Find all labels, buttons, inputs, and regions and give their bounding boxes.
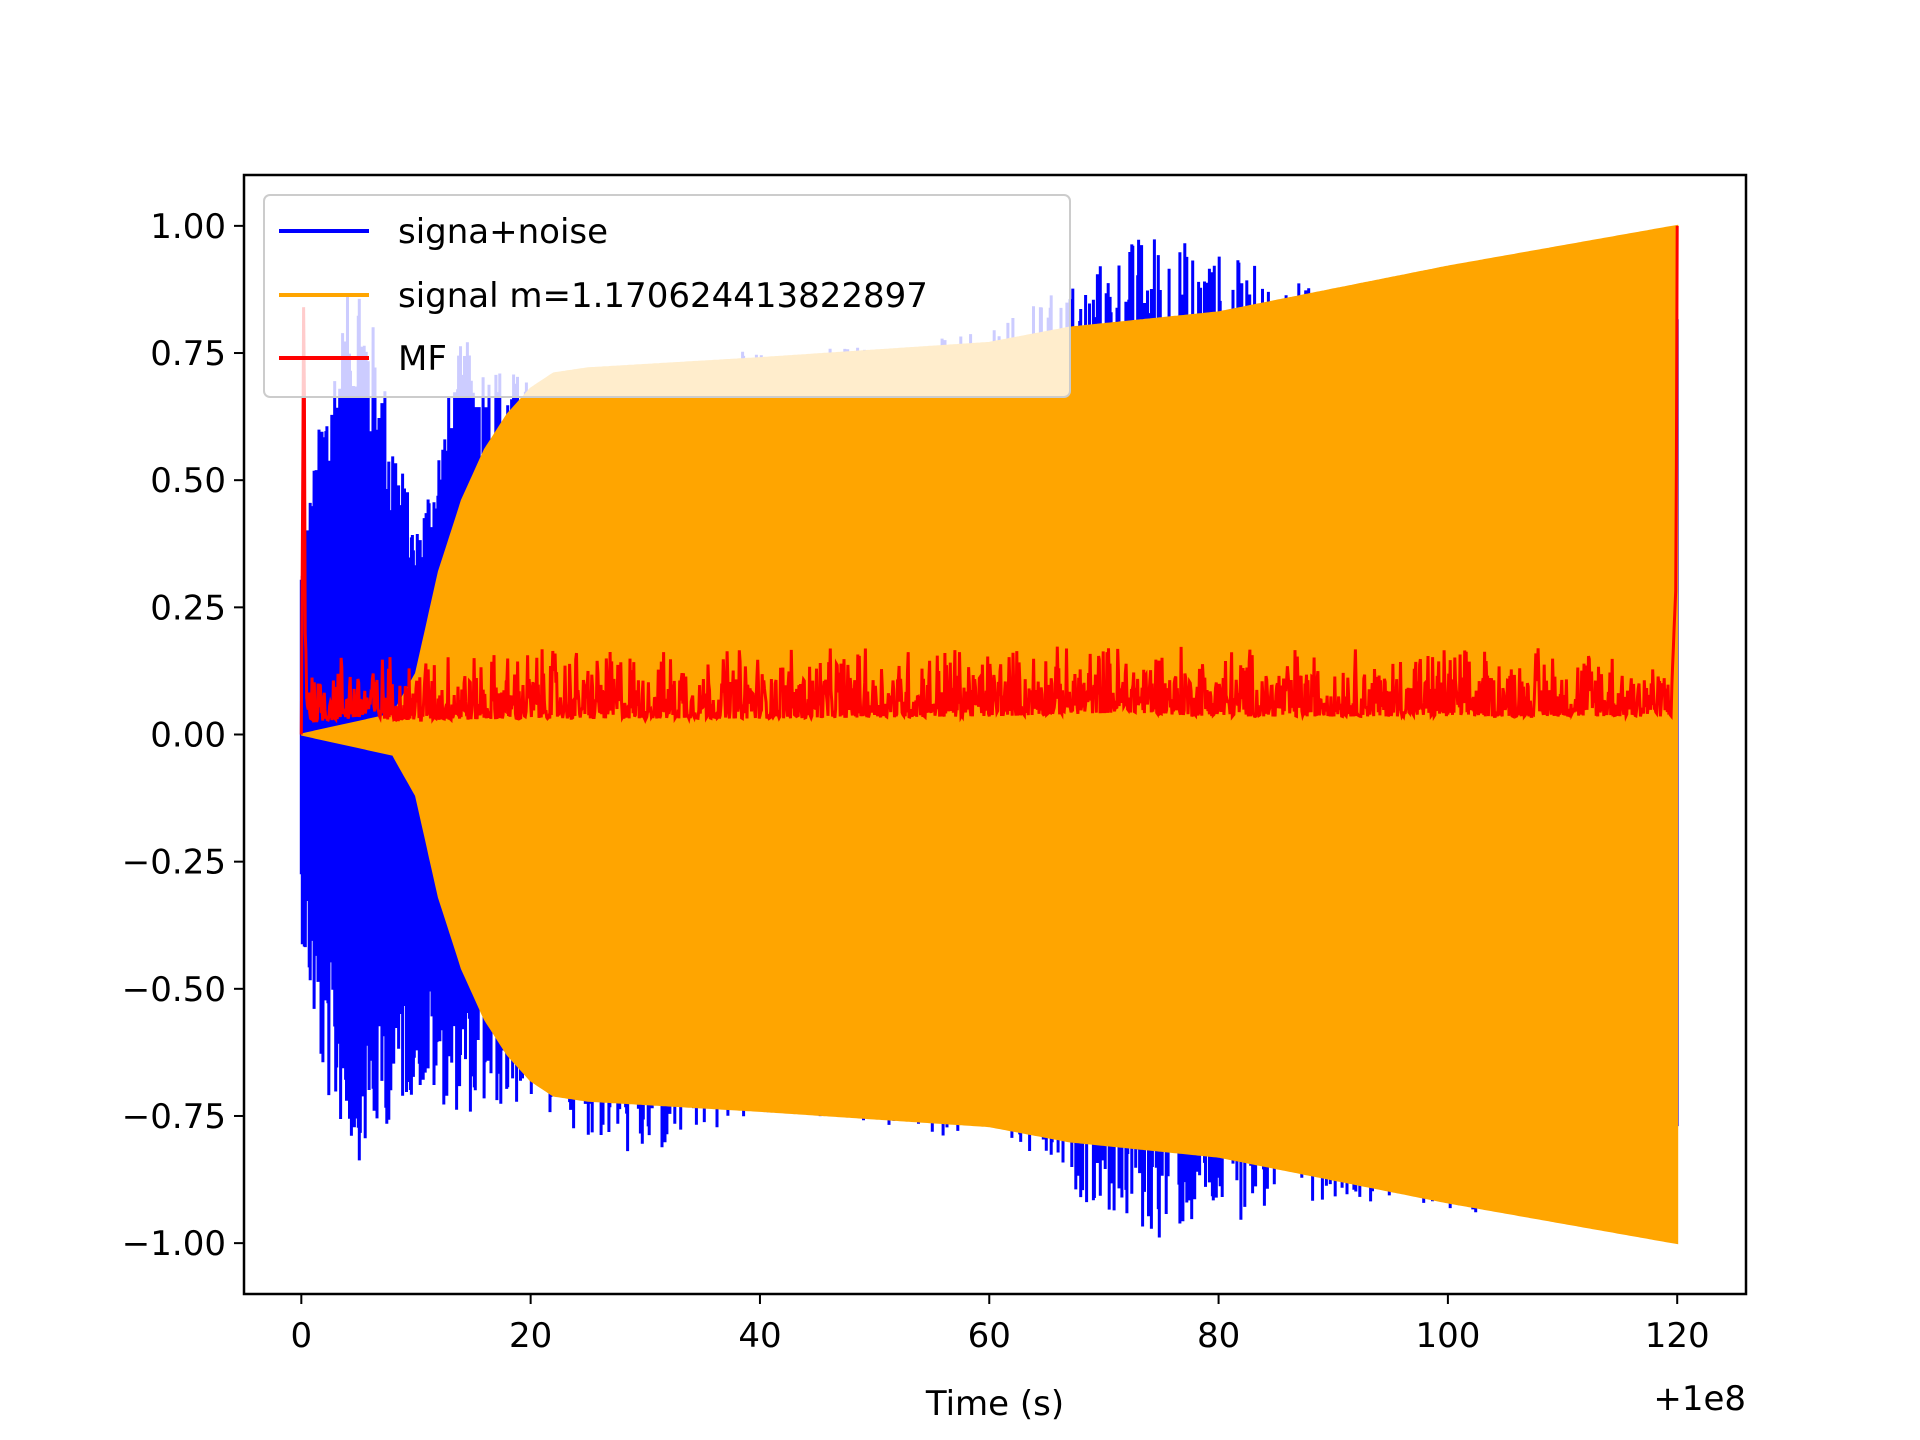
x-tick-label: 120 (1645, 1316, 1710, 1356)
legend-label-mf: MF (398, 339, 447, 379)
x-tick-label: 80 (1197, 1316, 1240, 1356)
y-tick-label: 0.25 (150, 588, 226, 628)
y-tick-label: −0.50 (122, 970, 226, 1010)
legend-label-signa-noise: signa+noise (398, 212, 608, 252)
y-tick-label: −1.00 (122, 1224, 226, 1264)
series-mf (299, 225, 1679, 735)
y-axis: 1.00 0.75 0.50 0.25 0.00 −0.25 −0.50 −0.75 −1.00 (122, 207, 244, 1264)
x-offset-label: +1e8 (1653, 1379, 1746, 1419)
legend-label-signal: signal m=1.170624413822897 (398, 276, 928, 316)
y-tick-label: −0.25 (122, 843, 226, 883)
y-tick-label: −0.75 (122, 1097, 226, 1137)
series-layer (299, 224, 1679, 1245)
x-tick-label: 20 (509, 1316, 552, 1356)
legend: signa+noise signal m=1.170624413822897 M… (263, 194, 1071, 398)
y-tick-label: 0.75 (150, 334, 226, 374)
x-axis-label: Time (s) (925, 1384, 1064, 1424)
x-tick-label: 60 (968, 1316, 1011, 1356)
y-tick-label: 1.00 (150, 207, 226, 247)
legend-box (263, 194, 1071, 398)
x-axis: 0 20 40 60 80 100 120 (291, 1294, 1710, 1356)
x-tick-label: 0 (291, 1316, 313, 1356)
x-tick-label: 100 (1415, 1316, 1480, 1356)
y-tick-label: 0.00 (150, 716, 226, 756)
y-tick-label: 0.50 (150, 461, 226, 501)
x-tick-label: 40 (738, 1316, 781, 1356)
